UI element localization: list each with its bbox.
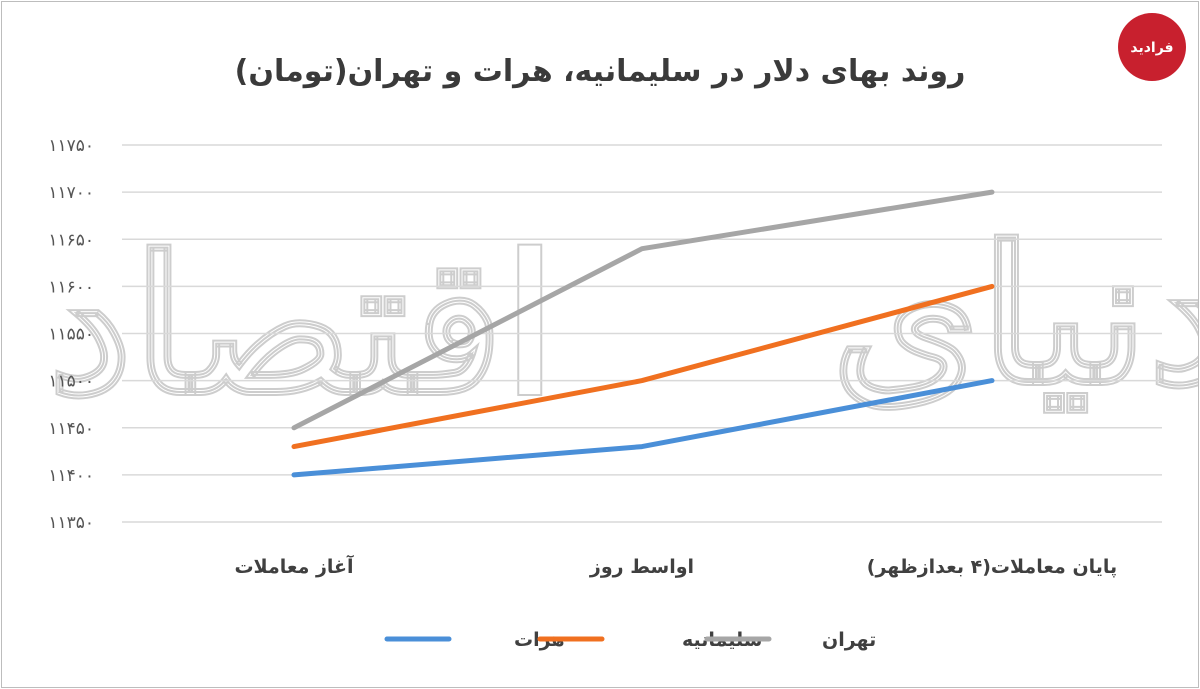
logo: فرادید <box>1118 13 1186 81</box>
x-category-label: پایان معاملات(۴ بعدازظهر) <box>867 556 1117 578</box>
y-tick-label: ۱۱۷۰۰ <box>48 183 94 203</box>
watermark-left: اقتصاد <box>48 214 556 437</box>
watermark: اقتصاد دنیای <box>47 203 1198 438</box>
y-tick-label: ۱۱۷۵۰ <box>48 136 94 156</box>
x-category-label: آغاز معاملات <box>234 554 354 578</box>
y-tick-label: ۱۱۵۵۰ <box>48 325 94 345</box>
y-axis-ticks: ۱۱۳۵۰ ۱۱۴۰۰ ۱۱۴۵۰ ۱۱۵۰۰ ۱۱۵۵۰ ۱۱۶۰۰ ۱۱۶۵۰ ۱۱۷۰۰… <box>48 136 94 533</box>
series-line-1 <box>291 283 995 450</box>
legend-label-2: تهران <box>822 629 876 651</box>
chart-title: روند بهای دلار در سلیمانیه، هرات و تهران… <box>235 54 966 89</box>
y-tick-label: ۱۱۴۵۰ <box>48 419 94 439</box>
y-tick-label: ۱۱۵۰۰ <box>48 372 94 392</box>
logo-badge <box>1118 13 1186 81</box>
gridlines <box>122 144 1162 523</box>
logo-text: فرادید <box>1130 40 1173 56</box>
y-tick-label: ۱۱۶۵۰ <box>48 230 94 250</box>
y-tick-label: ۱۱۶۰۰ <box>48 277 94 297</box>
legend: هراتسلیمانیهتهران <box>384 629 876 651</box>
series-line-2 <box>291 189 995 431</box>
x-category-label: اواسط روز <box>589 556 694 578</box>
series-line-0 <box>291 378 995 478</box>
y-tick-label: ۱۱۴۰۰ <box>48 466 94 486</box>
x-axis-categories: آغاز معاملات اواسط روز پایان معاملات(۴ بعد… <box>234 554 1117 578</box>
y-tick-label: ۱۱۳۵۰ <box>48 513 94 533</box>
series-lines <box>291 189 995 478</box>
